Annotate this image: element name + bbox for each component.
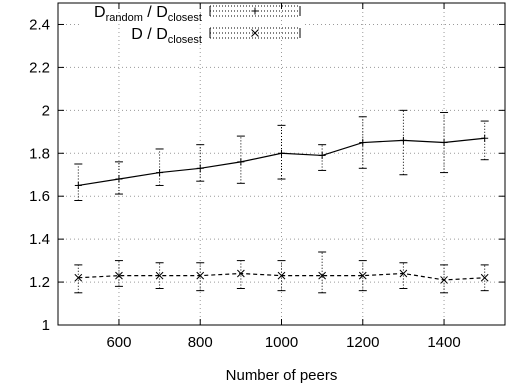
legend-marker [251, 29, 259, 37]
error-bar [114, 260, 123, 287]
data-point [237, 269, 245, 278]
legend-sample [209, 27, 301, 39]
series-2 [74, 251, 489, 294]
error-bar [74, 264, 83, 294]
data-point [74, 273, 83, 282]
x-tick-label: 1200 [346, 334, 379, 351]
error-bar [318, 251, 327, 294]
data-point [196, 271, 205, 280]
y-tick-label: 2.2 [29, 59, 50, 76]
data-point [278, 149, 285, 157]
data-point [156, 169, 164, 177]
data-point [318, 271, 326, 280]
error-bar [236, 260, 245, 290]
legend-label: Drandom / Dclosest [94, 4, 202, 24]
legend-sample [209, 5, 301, 17]
y-tick-label: 1.2 [29, 274, 50, 291]
error-bar [399, 109, 408, 176]
error-bar [440, 264, 449, 294]
x-tick-label: 1400 [427, 334, 460, 351]
error-bar [358, 116, 367, 169]
series-layer [74, 109, 489, 294]
error-bar [196, 262, 205, 292]
y-tick-label: 2 [42, 102, 50, 119]
y-tick-label: 1 [42, 317, 50, 334]
error-bar [114, 161, 123, 195]
error-bar [277, 124, 286, 180]
x-tick-label: 800 [188, 334, 213, 351]
y-tick-label: 1.4 [29, 231, 50, 248]
data-point [399, 269, 408, 278]
data-point [115, 175, 123, 183]
legend-entry-1: Drandom / Dclosest [94, 4, 301, 24]
data-point [318, 151, 326, 159]
error-bar [399, 262, 408, 290]
data-point [440, 276, 448, 284]
ticks: 600 800 1000 1200 1400 1 1.2 1.4 1.6 1.8 2 2.2 2.4 [29, 3, 505, 351]
data-point [359, 139, 367, 147]
y-tick-label: 1.8 [29, 145, 50, 162]
series-1 [74, 109, 489, 201]
data-point [74, 181, 82, 189]
data-point [196, 164, 204, 172]
error-bar [155, 148, 164, 186]
x-tick-label: 600 [106, 334, 131, 351]
legend-entry-2: D / Dclosest [131, 26, 301, 46]
data-point [277, 271, 286, 280]
data-point [358, 271, 367, 280]
data-point [480, 273, 489, 282]
error-bar [236, 135, 245, 184]
x-axis-label: Number of peers [226, 367, 338, 384]
data-point [155, 271, 164, 280]
data-point [440, 139, 448, 147]
legend-marker [251, 7, 259, 15]
data-point [237, 158, 245, 166]
x-tick-label: 1000 [265, 334, 298, 351]
data-point [481, 134, 489, 142]
data-point [115, 271, 123, 280]
error-bar [196, 144, 205, 182]
grid [58, 3, 505, 325]
y-tick-label: 2.4 [29, 16, 50, 33]
y-tick-label: 1.6 [29, 188, 50, 205]
error-bar [480, 120, 489, 161]
data-point [399, 136, 407, 144]
legend-label: D / Dclosest [131, 26, 202, 46]
